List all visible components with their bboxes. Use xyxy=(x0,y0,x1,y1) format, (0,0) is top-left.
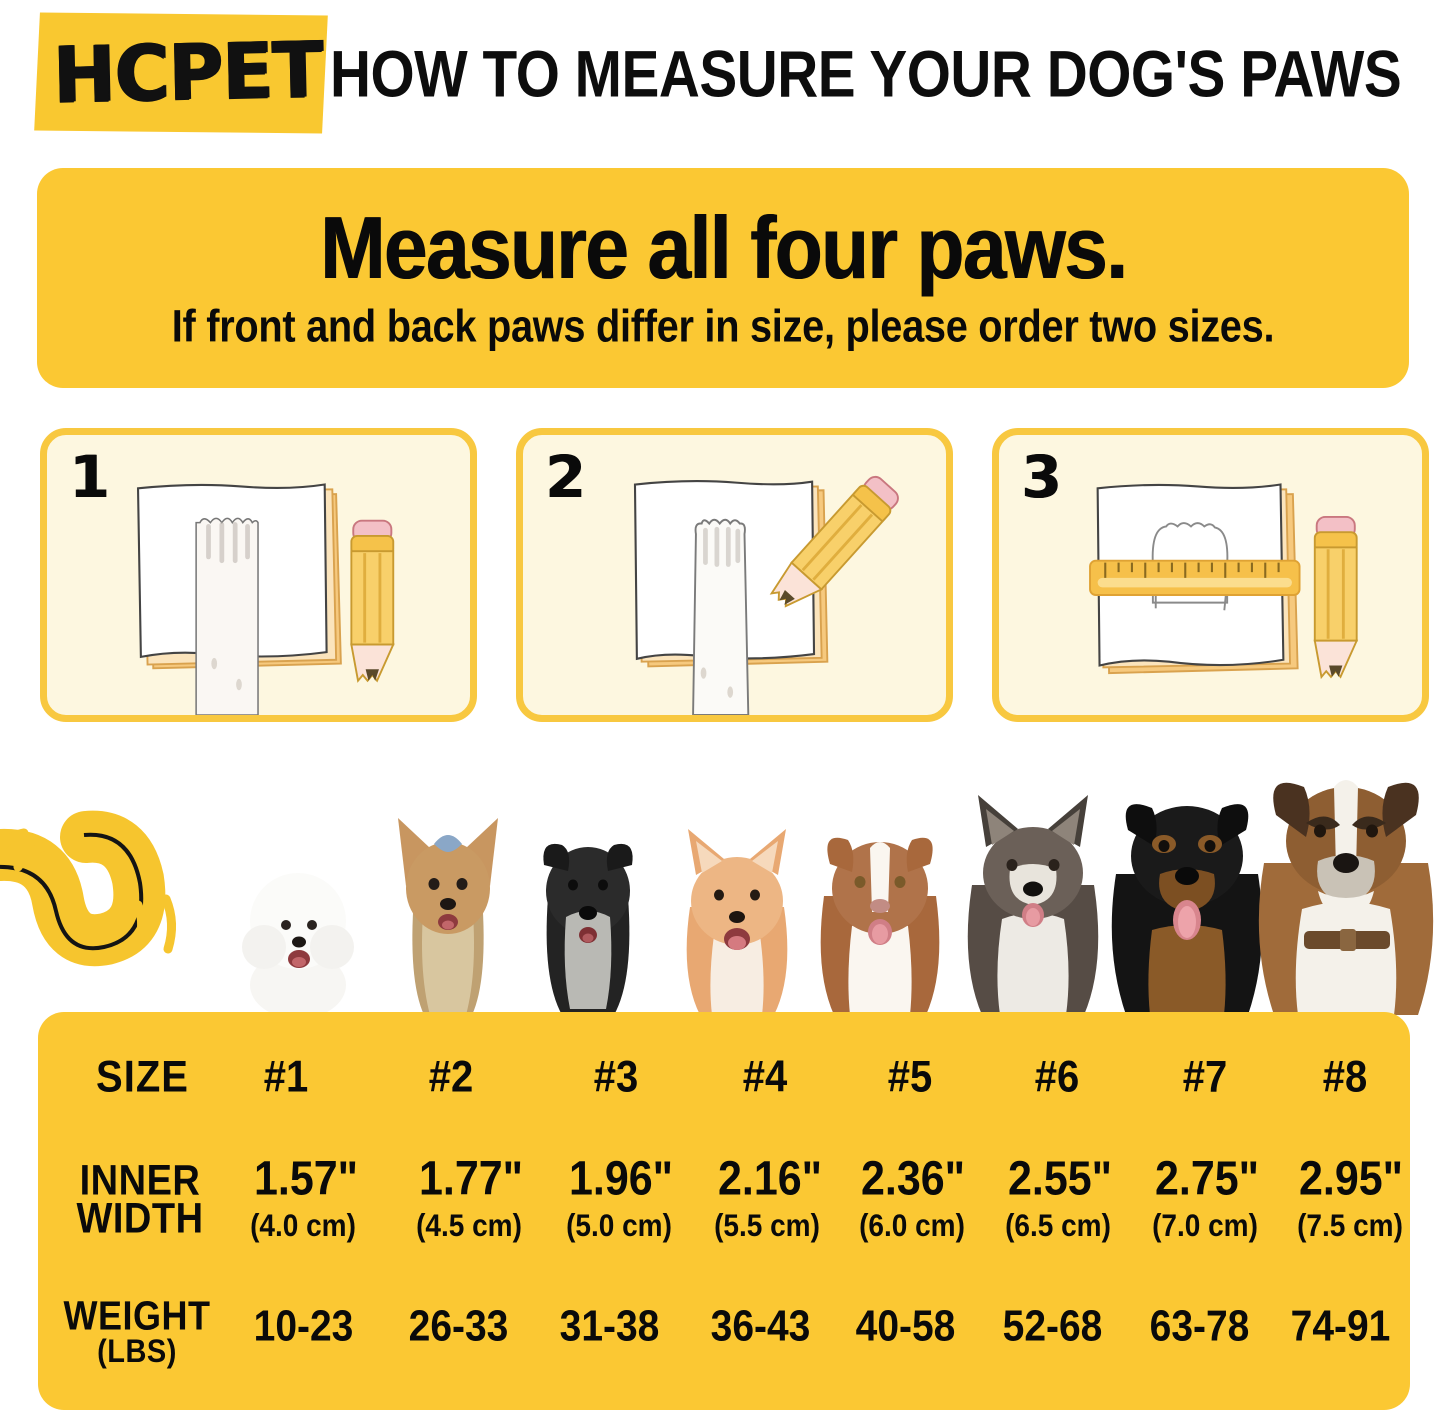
row-label-inner-width-line2: WIDTH xyxy=(76,1195,204,1243)
inner-width-cm-8: (7.5 cm) xyxy=(1297,1208,1403,1243)
banner-headline: Measure all four paws. xyxy=(319,197,1128,297)
row-label-weight-line2: (LBS) xyxy=(97,1334,177,1370)
inner-width-cm-6: (6.5 cm) xyxy=(1005,1208,1111,1243)
step-card-1: 1 xyxy=(40,428,477,722)
step-number-2: 2 xyxy=(545,443,586,511)
page-title: HOW TO MEASURE YOUR DOG'S PAWS xyxy=(330,37,1402,111)
weight-cell-8: 74-91 xyxy=(1290,1302,1391,1351)
dog-saint-bernard xyxy=(1258,780,1434,1015)
inner-width-cm-1: (4.0 cm) xyxy=(250,1208,356,1243)
pencil-tracing-paw-icon xyxy=(633,475,899,715)
weight-cell-2: 26-33 xyxy=(408,1302,509,1351)
dog-australian-shepherd xyxy=(820,837,940,1015)
dog-yorkshire-terrier xyxy=(398,818,498,1015)
weight-cell-7: 63-78 xyxy=(1149,1302,1250,1351)
inner-width-in-8: 2.95" xyxy=(1298,1152,1404,1206)
size-cell-2: #2 xyxy=(428,1052,474,1102)
dog-bichon-frise xyxy=(242,873,354,1015)
step-number-1: 1 xyxy=(69,443,110,511)
step-number-3: 3 xyxy=(1021,443,1062,511)
weight-cell-5: 40-58 xyxy=(855,1302,956,1351)
inner-width-cm-7: (7.0 cm) xyxy=(1152,1208,1258,1243)
dog-schnauzer xyxy=(543,843,633,1015)
size-cell-8: #8 xyxy=(1322,1052,1368,1102)
inner-width-cm-5: (6.0 cm) xyxy=(859,1208,965,1243)
inner-width-in-1: 1.57" xyxy=(253,1152,359,1206)
row-label-size: SIZE xyxy=(96,1052,189,1102)
ruler-measuring-outline-icon xyxy=(1089,483,1359,680)
weight-cell-1: 10-23 xyxy=(253,1302,354,1351)
size-chart-panel xyxy=(38,1012,1410,1410)
inner-width-cm-3: (5.0 cm) xyxy=(566,1208,672,1243)
paw-on-paper-with-pencil-icon xyxy=(136,483,395,715)
brand-logo: HCPET xyxy=(51,25,323,121)
size-cell-3: #3 xyxy=(593,1052,639,1102)
dog-shiba-inu xyxy=(686,829,788,1015)
size-cell-4: #4 xyxy=(742,1052,788,1102)
size-cell-7: #7 xyxy=(1182,1052,1228,1102)
row-label-inner-width-line1: INNER xyxy=(79,1157,201,1205)
banner-subtext: If front and back paws differ in size, p… xyxy=(171,301,1275,352)
dog-alaskan-malamute xyxy=(967,795,1099,1015)
size-cell-6: #6 xyxy=(1034,1052,1080,1102)
inner-width-in-2: 1.77" xyxy=(418,1152,524,1206)
measure-banner: Measure all four paws. If front and back… xyxy=(37,168,1409,388)
inner-width-cm-2: (4.5 cm) xyxy=(416,1208,522,1243)
size-cell-5: #5 xyxy=(887,1052,933,1102)
weight-cell-3: 31-38 xyxy=(559,1302,660,1351)
page-header: HCPET HOW TO MEASURE YOUR DOG'S PAWS xyxy=(0,0,1445,150)
inner-width-cm-4: (5.5 cm) xyxy=(714,1208,820,1243)
inner-width-in-3: 1.96" xyxy=(568,1152,674,1206)
size-cell-1: #1 xyxy=(263,1052,309,1102)
dog-rottweiler xyxy=(1111,804,1263,1015)
inner-width-in-4: 2.16" xyxy=(717,1152,823,1206)
weight-cell-6: 52-68 xyxy=(1002,1302,1103,1351)
step-card-2: 2 xyxy=(516,428,953,722)
wave-decoration-icon xyxy=(0,810,176,967)
inner-width-in-5: 2.36" xyxy=(860,1152,966,1206)
steps-row: 1 xyxy=(40,428,1429,722)
inner-width-in-7: 2.75" xyxy=(1154,1152,1260,1206)
row-label-weight-line1: WEIGHT xyxy=(63,1292,211,1339)
dog-breeds-strip xyxy=(0,735,1445,1015)
weight-cell-4: 36-43 xyxy=(710,1302,811,1351)
inner-width-in-6: 2.55" xyxy=(1007,1152,1113,1206)
step-card-3: 3 xyxy=(992,428,1429,722)
